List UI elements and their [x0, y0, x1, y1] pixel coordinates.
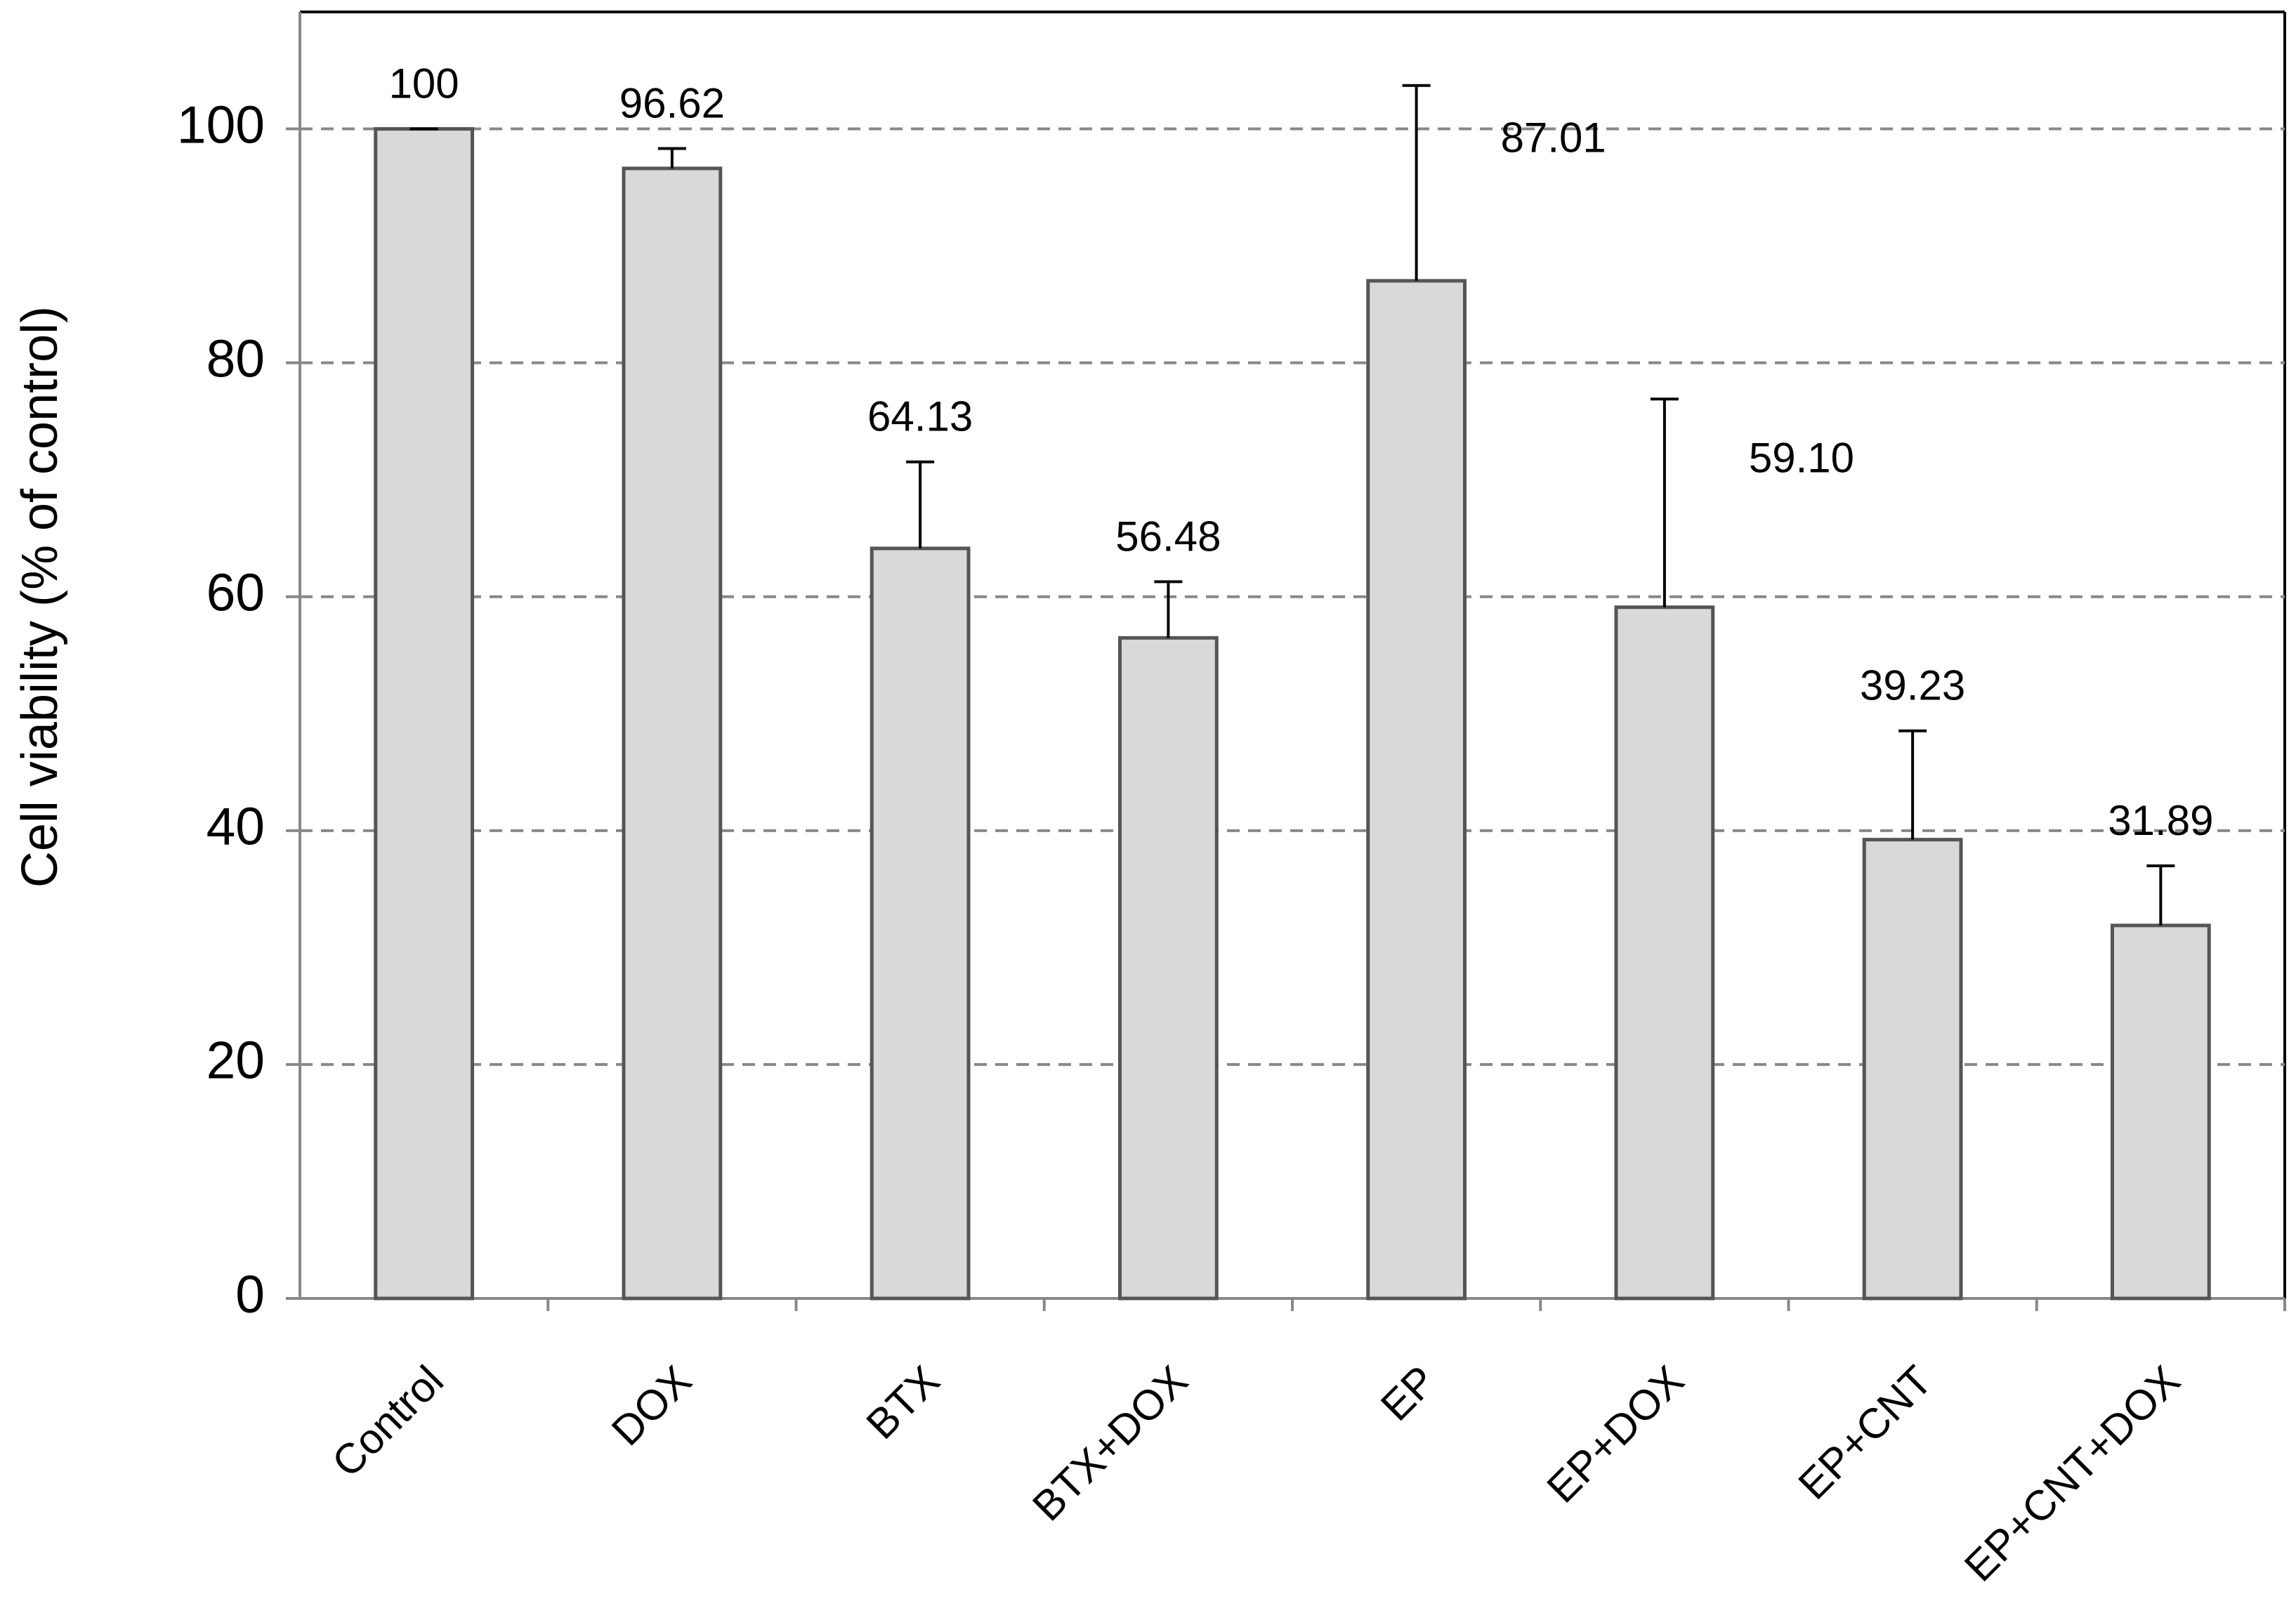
value-label: 100: [389, 60, 459, 107]
x-tick-label: EP: [1372, 1357, 1445, 1430]
bar: [622, 166, 723, 1301]
bar: [1366, 279, 1467, 1301]
y-tick-label: 0: [235, 1265, 265, 1324]
bar: [1862, 838, 1963, 1301]
value-label: 87.01: [1501, 114, 1606, 162]
x-tick-label: DOX: [603, 1357, 700, 1454]
y-tick-label: 60: [206, 563, 265, 622]
bar: [374, 127, 475, 1301]
x-tick-label: BTX: [858, 1357, 949, 1448]
y-tick-label: 80: [206, 329, 265, 388]
y-axis-label: Cell viability (% of control): [12, 306, 68, 888]
value-label: 64.13: [867, 393, 973, 440]
bar: [1117, 636, 1219, 1301]
x-tick-label: EP+DOX: [1538, 1357, 1693, 1512]
bar: [870, 546, 971, 1301]
x-tick-label: EP+CNT: [1790, 1357, 1941, 1508]
value-label: 59.10: [1749, 434, 1854, 481]
value-label: 56.48: [1115, 513, 1221, 560]
value-label: 39.23: [1860, 662, 1965, 709]
bar: [2110, 923, 2211, 1301]
y-tick-label: 20: [206, 1031, 265, 1090]
y-tick-label: 40: [206, 797, 265, 856]
x-tick-label: Control: [323, 1357, 452, 1486]
x-tick-label: EP+CNT+DOX: [1955, 1357, 2189, 1591]
value-label: 31.89: [2108, 797, 2213, 844]
value-label: 96.62: [619, 79, 725, 126]
x-tick-label: BTX+DOX: [1023, 1357, 1197, 1530]
bar: [1614, 605, 1715, 1301]
y-tick-label: 100: [177, 95, 265, 154]
